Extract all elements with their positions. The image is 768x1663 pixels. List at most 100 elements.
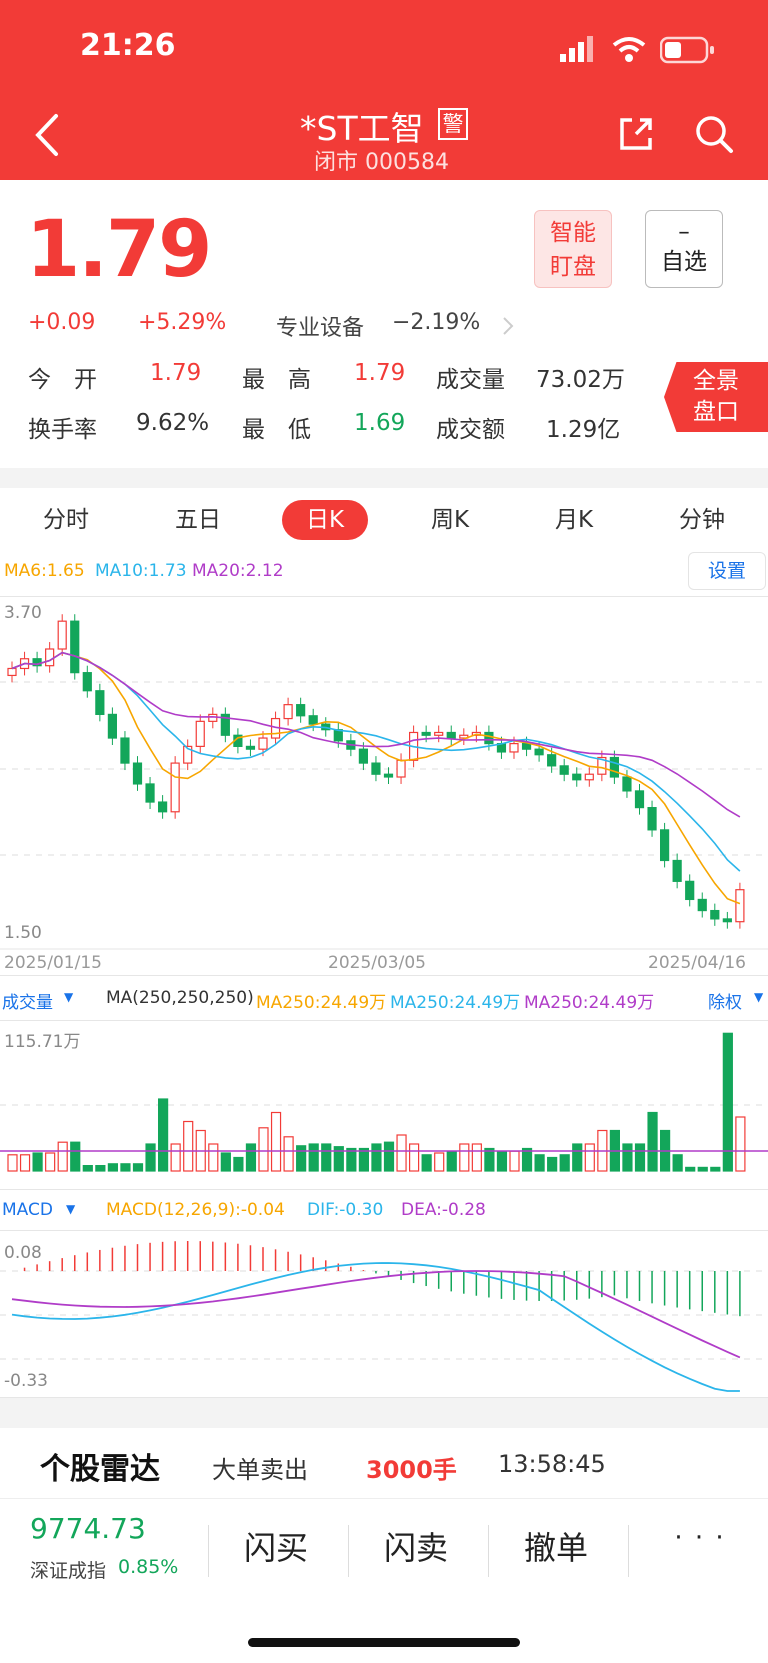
panorama-line2: 盘口 — [693, 399, 739, 425]
volume-bar — [584, 1143, 595, 1172]
watchlist-dash: – — [678, 219, 690, 245]
candle-body — [659, 829, 670, 862]
low-label: 最 低 — [242, 417, 311, 443]
volume-label: 成交量 — [436, 367, 505, 393]
volume-indicator-label[interactable]: 成交量 — [2, 993, 53, 1013]
candle-body — [82, 672, 92, 692]
candle-body — [521, 743, 532, 750]
volume-ma-a: MA250:24.49万 — [256, 993, 387, 1013]
volume-bar — [396, 1134, 407, 1172]
dea-value: DEA:-0.28 — [401, 1200, 486, 1220]
tab-minute[interactable]: 分钟 — [679, 507, 725, 533]
volume-bar — [722, 1032, 733, 1172]
dif-value: DIF:-0.30 — [307, 1200, 384, 1220]
volume-bar — [258, 1127, 269, 1172]
volume-bar — [434, 1152, 445, 1172]
volume-bar — [484, 1147, 495, 1172]
date-mid: 2025/03/05 — [328, 953, 426, 973]
tab-daily-k[interactable]: 日K — [282, 500, 368, 540]
volume-dropdown-icon[interactable]: ▼ — [64, 990, 74, 1004]
back-icon[interactable] — [30, 112, 66, 158]
volume-max-label: 115.71万 — [4, 1032, 81, 1052]
turnover-label: 换手率 — [28, 417, 97, 443]
candle-body — [371, 762, 381, 775]
macd-y-top: 0.08 — [4, 1243, 42, 1263]
index-name[interactable]: 深证成指 — [30, 1560, 107, 1582]
volume-chart[interactable] — [0, 1021, 768, 1191]
macd-dropdown-icon[interactable]: ▼ — [66, 1202, 76, 1216]
tab-intraday[interactable]: 分时 — [43, 507, 89, 533]
volume-bar — [559, 1154, 570, 1172]
candle-body — [597, 756, 607, 775]
volume-bar — [634, 1143, 646, 1172]
chart-settings-button[interactable]: 设置 — [688, 552, 766, 590]
date-end: 2025/04/16 — [648, 953, 746, 973]
signal-icon — [560, 36, 593, 62]
turnover-value: 9.62% — [136, 410, 210, 436]
sector-name[interactable]: 专业设备 — [276, 316, 365, 341]
flash-sell-button[interactable]: 闪卖 — [383, 1529, 448, 1567]
volume-bar — [107, 1163, 119, 1172]
candle-body — [547, 754, 557, 767]
add-watchlist-button[interactable]: – 自选 — [645, 210, 723, 288]
volume-panel[interactable]: 115.71万 — [0, 1020, 768, 1190]
macd-indicator-label[interactable]: MACD — [2, 1200, 53, 1220]
candle-body — [120, 737, 130, 764]
candle-body — [308, 715, 318, 725]
volume-bar — [409, 1143, 420, 1172]
smart-watch-button[interactable]: 智能 盯盘 — [534, 210, 612, 288]
flash-buy-button[interactable]: 闪买 — [243, 1529, 308, 1567]
divider — [208, 1525, 209, 1577]
candle-body — [434, 731, 444, 736]
low-value: 1.69 — [354, 410, 406, 436]
ma20-legend: MA20:2.12 — [192, 561, 284, 581]
candle-body — [258, 737, 268, 750]
volume-bar — [220, 1152, 231, 1172]
candle-body — [459, 734, 469, 739]
macd-chart[interactable] — [0, 1231, 768, 1399]
volume-bar — [233, 1156, 244, 1172]
volume-bar — [346, 1147, 357, 1172]
volume-bar — [120, 1163, 131, 1172]
chevron-right-icon[interactable] — [502, 316, 514, 336]
adjust-dropdown-icon[interactable]: ▼ — [754, 990, 764, 1004]
more-button[interactable]: · · · — [674, 1523, 726, 1553]
candle-body — [559, 765, 569, 775]
volume-bar — [283, 1136, 294, 1172]
macd-panel[interactable]: 0.08 -0.33 — [0, 1230, 768, 1398]
candle-body — [208, 713, 218, 722]
status-time: 21:26 — [80, 28, 176, 63]
tab-weekly-k[interactable]: 周K — [430, 507, 470, 533]
volume-bar — [245, 1143, 257, 1172]
home-indicator — [248, 1638, 520, 1647]
panorama-button[interactable]: 全景 盘口 — [664, 362, 768, 432]
volume-bar — [70, 1141, 81, 1172]
volume-bar — [333, 1146, 344, 1172]
wifi-icon — [612, 37, 646, 62]
candle-body — [57, 620, 67, 650]
candle-body — [609, 756, 620, 778]
stock-radar-bar[interactable]: 个股雷达 大单卖出 3000手 13:58:45 — [10, 1428, 758, 1500]
ma10-legend: MA10:1.73 — [95, 561, 187, 581]
section-divider — [0, 468, 768, 488]
index-value[interactable]: 9774.73 — [30, 1512, 146, 1545]
cancel-order-button[interactable]: 撤单 — [523, 1529, 588, 1567]
radar-amount: 3000手 — [366, 1456, 457, 1484]
volume-bar — [572, 1143, 583, 1172]
search-icon[interactable] — [694, 114, 734, 154]
candle-body — [158, 801, 168, 813]
adjust-button[interactable]: 除权 — [708, 993, 742, 1013]
share-icon[interactable] — [616, 114, 656, 154]
kline-panel[interactable]: 3.70 1.50 2025/01/15 2025/03/05 2025/04/… — [0, 596, 768, 976]
candle-body — [647, 807, 657, 831]
radar-event: 大单卖出 — [212, 1456, 308, 1484]
volume-bar — [371, 1143, 382, 1172]
kline-chart[interactable] — [0, 597, 768, 977]
tab-monthly-k[interactable]: 月K — [554, 507, 594, 533]
candle-body — [634, 790, 645, 809]
candle-body — [672, 859, 682, 882]
candle-body — [584, 773, 594, 781]
candle-body — [710, 909, 720, 920]
volume-ma-c: MA250:24.49万 — [524, 993, 655, 1013]
tab-five-day[interactable]: 五日 — [175, 507, 221, 533]
